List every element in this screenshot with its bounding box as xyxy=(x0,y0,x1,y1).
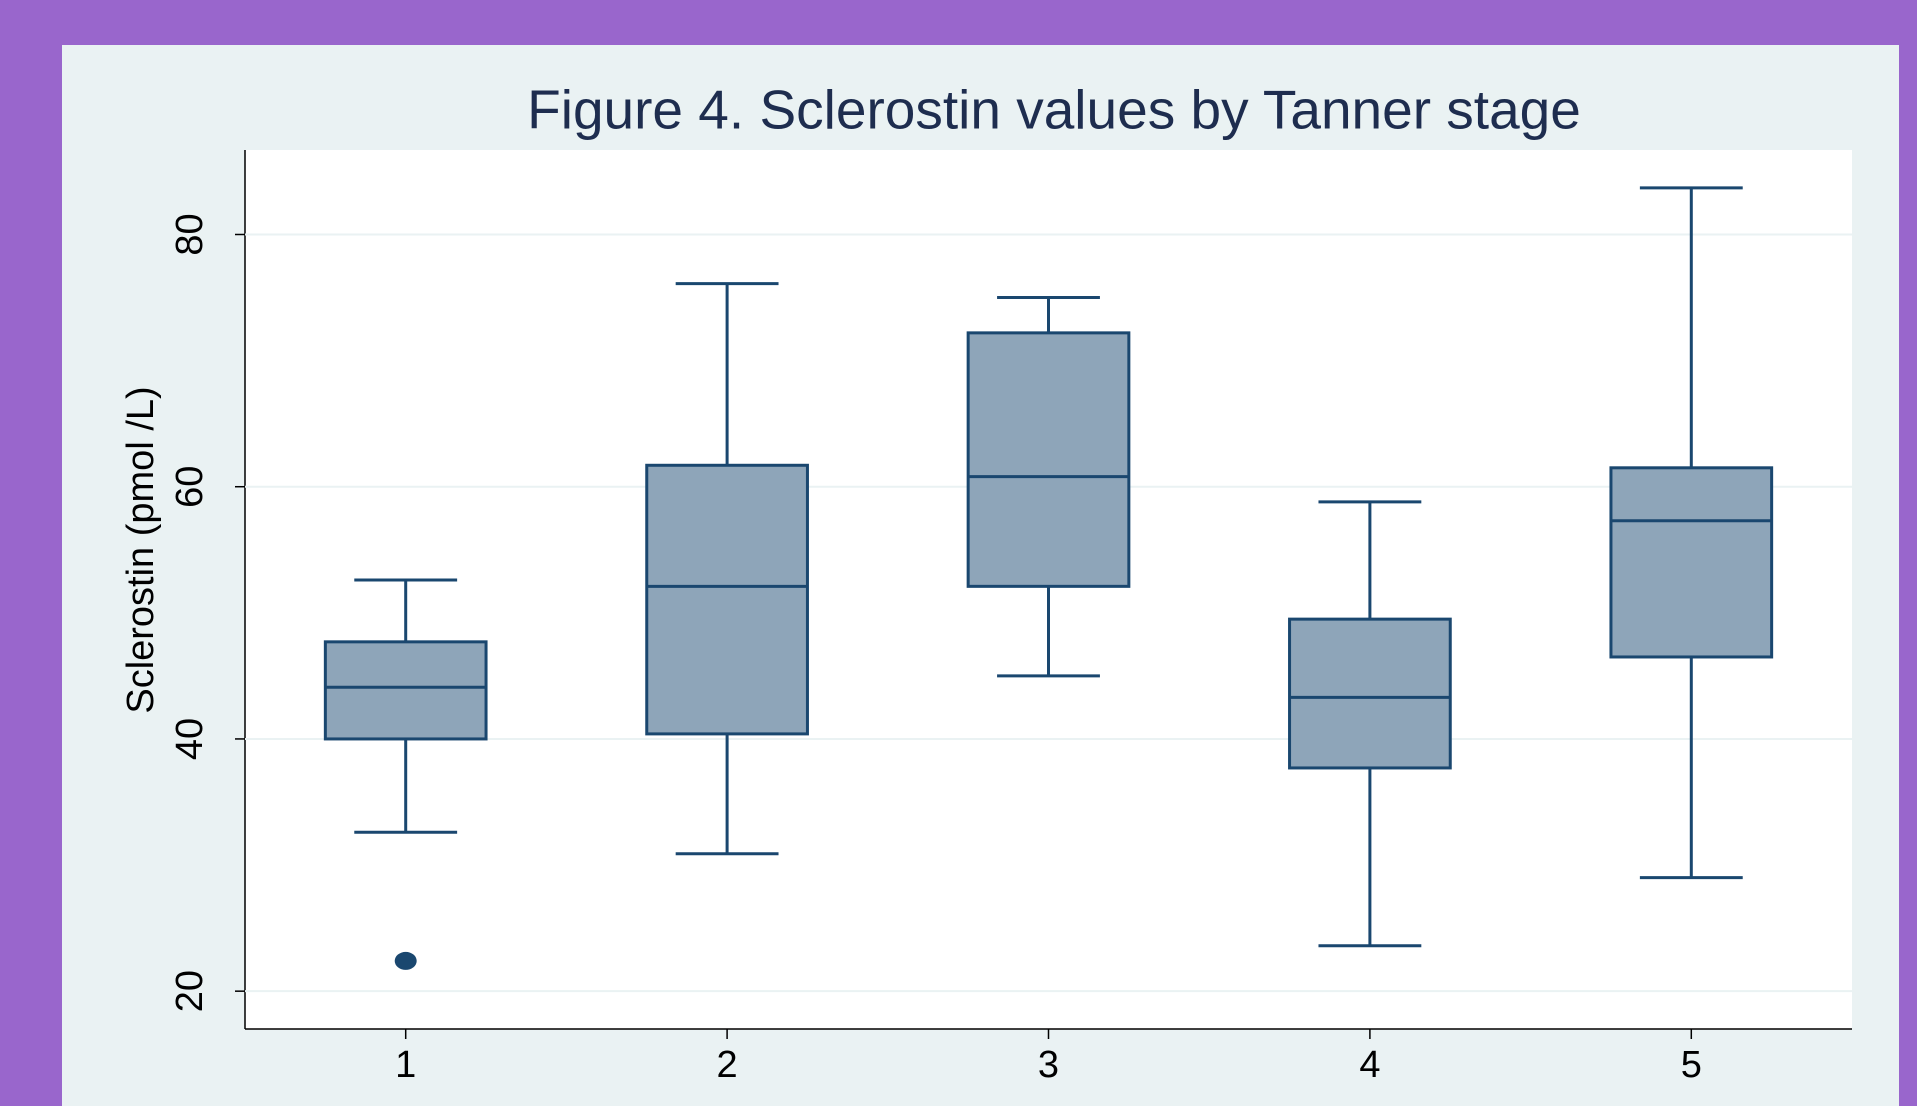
outlier xyxy=(394,951,417,970)
box xyxy=(1609,466,1774,659)
box xyxy=(645,463,809,736)
y-tick-label: 80 xyxy=(169,213,211,255)
x-tick-label: 4 xyxy=(1359,1044,1380,1086)
y-tick-label: 40 xyxy=(169,718,211,760)
x-tick-label: 3 xyxy=(1038,1044,1059,1086)
chart-title: Figure 4. Sclerostin values by Tanner st… xyxy=(527,79,1581,141)
x-tick-label: 2 xyxy=(717,1044,738,1086)
x-tick-label: 1 xyxy=(395,1044,416,1086)
y-axis-label: Sclerostin (pmol /L) xyxy=(120,386,162,713)
x-tick-label: 5 xyxy=(1681,1044,1702,1086)
box xyxy=(323,640,488,741)
box xyxy=(966,331,1131,588)
y-tick-label: 60 xyxy=(169,466,211,508)
box xyxy=(1288,617,1452,770)
y-tick-label: 20 xyxy=(169,970,211,1012)
